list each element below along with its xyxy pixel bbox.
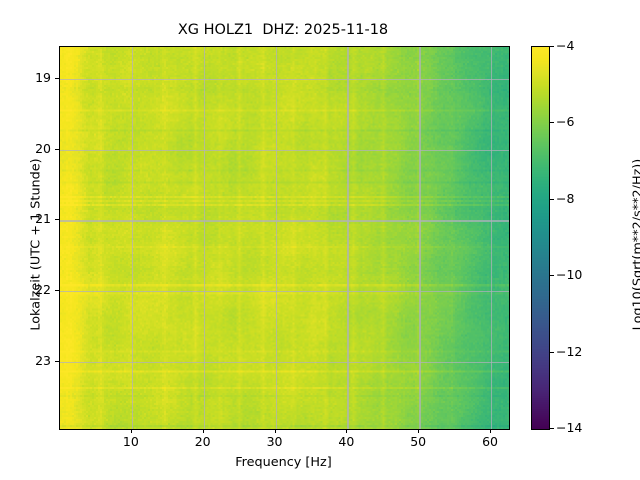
x-tick-mark bbox=[130, 429, 132, 433]
x-tick-label: 50 bbox=[410, 434, 427, 449]
colorbar-tick-mark bbox=[550, 275, 554, 277]
colorbar bbox=[531, 46, 550, 430]
y-tick-mark bbox=[55, 148, 59, 150]
spectrogram-axes bbox=[59, 46, 510, 430]
x-axis-label: Frequency [Hz] bbox=[235, 455, 332, 470]
x-tick-label: 10 bbox=[122, 434, 139, 449]
y-tick-label: 23 bbox=[35, 352, 51, 368]
y-tick-mark bbox=[55, 360, 59, 362]
y-tick-mark bbox=[55, 77, 59, 79]
x-tick-label: 20 bbox=[194, 434, 211, 449]
colorbar-tick-label: −6 bbox=[556, 114, 575, 130]
colorbar-tick-label: −4 bbox=[556, 38, 575, 53]
y-tick-mark bbox=[55, 219, 59, 221]
colorbar-tick-label: −12 bbox=[556, 343, 583, 359]
x-tick-label: 60 bbox=[482, 434, 498, 449]
x-tick-mark bbox=[418, 429, 420, 433]
x-tick-mark bbox=[490, 429, 492, 433]
colorbar-tick-label: −14 bbox=[556, 420, 583, 435]
colorbar-tick-mark bbox=[550, 46, 554, 48]
colorbar-label: Log10(Sqrt(m**2/s**2/Hz)) bbox=[630, 158, 640, 331]
colorbar-tick-label: −10 bbox=[556, 267, 583, 283]
x-tick-mark bbox=[346, 429, 348, 433]
colorbar-tick-mark bbox=[550, 351, 554, 353]
y-tick-mark bbox=[55, 290, 59, 292]
y-tick-label: 20 bbox=[35, 140, 51, 156]
x-tick-label: 30 bbox=[266, 434, 283, 449]
colorbar-tick-label: −8 bbox=[556, 190, 575, 206]
x-tick-mark bbox=[202, 429, 204, 433]
colorbar-tick-mark bbox=[550, 428, 554, 430]
x-tick-mark bbox=[274, 429, 276, 433]
chart-title: XG HOLZ1 DHZ: 2025-11-18 bbox=[177, 22, 389, 38]
colorbar-gradient bbox=[532, 47, 549, 429]
y-tick-label: 21 bbox=[35, 211, 51, 227]
colorbar-tick-mark bbox=[550, 122, 554, 124]
y-axis-label: Lokalzeit (UTC + 1 Stunde) bbox=[28, 158, 44, 331]
y-tick-label: 19 bbox=[35, 69, 51, 85]
x-tick-label: 40 bbox=[338, 434, 355, 449]
colorbar-tick-mark bbox=[550, 198, 554, 200]
y-tick-label: 22 bbox=[35, 282, 51, 298]
spectrogram-image bbox=[60, 47, 509, 429]
